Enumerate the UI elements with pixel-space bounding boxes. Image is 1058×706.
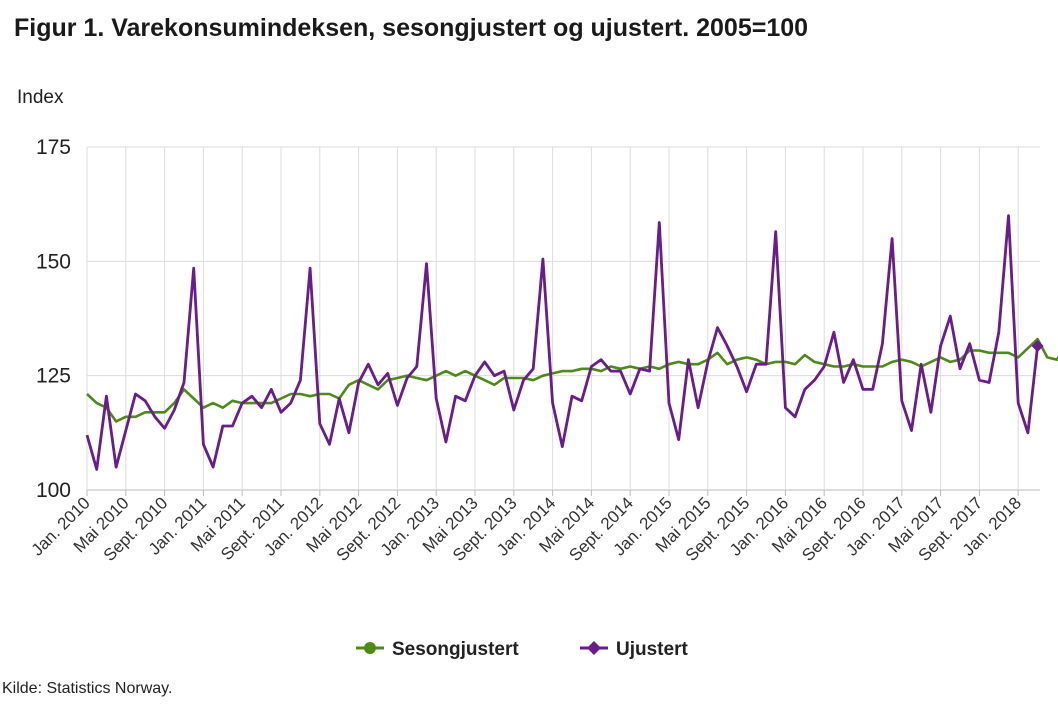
series-line [85,214,1039,471]
x-gridlines [86,147,1019,496]
source-note: Kilde: Statistics Norway. [2,680,173,697]
legend-item-sesongjustert[interactable]: Sesongjustert [356,639,519,660]
series-ujustert [85,214,1044,471]
legend-marker-circle [364,642,376,654]
series-line [86,337,1058,423]
legend-label: Ujustert [616,639,688,660]
legend-label: Sesongjustert [392,639,519,660]
legend-item-ujustert[interactable]: Ujustert [580,639,688,660]
y-tick-labels: 100 125 150 175 [36,136,71,502]
series-layer [85,214,1058,471]
last-point-marker [1031,339,1044,352]
y-axis-label: Index [17,87,64,108]
chart-title: Figur 1. Varekonsumindeksen, sesongjuste… [14,14,809,42]
series-sesongjustert [86,337,1058,423]
y-tick-label: 175 [36,136,71,159]
y-gridlines [87,146,1040,491]
legend: Sesongjustert Ujustert [356,639,688,660]
legend-marker-diamond [587,641,601,655]
y-tick-label: 125 [36,365,71,388]
y-tick-label: 150 [36,250,71,273]
y-tick-label: 100 [36,479,71,502]
